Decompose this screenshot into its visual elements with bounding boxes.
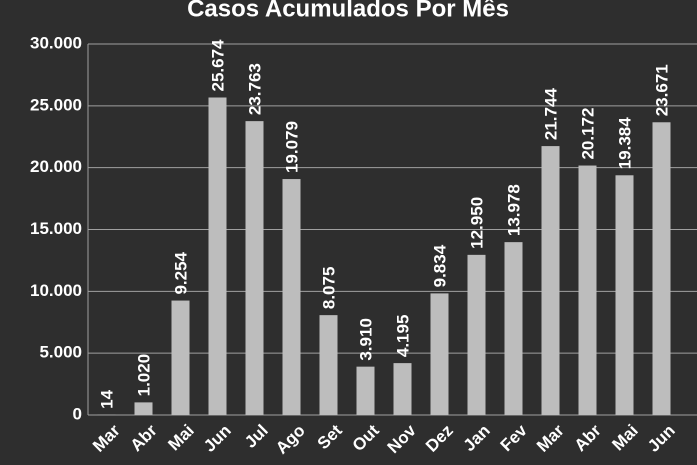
bar (578, 165, 597, 415)
value-label: 21.744 (542, 88, 561, 141)
bar (319, 315, 338, 415)
value-label: 19.079 (283, 121, 302, 173)
y-tick-label: 20.000 (30, 157, 82, 176)
value-label: 1.020 (135, 354, 154, 397)
bar (282, 179, 301, 415)
y-tick-label: 5.000 (39, 343, 82, 362)
value-label: 9.834 (431, 244, 450, 287)
y-tick-label: 25.000 (30, 95, 82, 114)
value-label: 9.254 (172, 251, 191, 294)
value-label: 13.978 (505, 184, 524, 236)
value-label: 25.674 (209, 39, 228, 92)
y-tick-label: 15.000 (30, 219, 82, 238)
bar (393, 363, 412, 415)
bar (615, 175, 634, 415)
bar (541, 146, 560, 416)
bar (134, 402, 153, 415)
chart-title: Casos Acumulados Por Mês (187, 0, 509, 22)
bar (430, 293, 449, 415)
y-tick-label: 10.000 (30, 281, 82, 300)
bar (171, 300, 190, 415)
bar (208, 97, 227, 415)
bar (652, 122, 671, 416)
y-tick-label: 30.000 (30, 33, 82, 52)
value-label: 4.195 (394, 315, 413, 358)
value-label: 19.384 (616, 117, 635, 170)
value-label: 14 (98, 389, 117, 408)
value-label: 3.910 (357, 318, 376, 361)
bar (467, 254, 486, 415)
value-label: 23.671 (653, 64, 672, 116)
value-label: 20.172 (579, 108, 598, 160)
bar (356, 366, 375, 415)
value-label: 8.075 (320, 267, 339, 310)
bar (504, 242, 523, 415)
bar (245, 121, 264, 416)
value-label: 12.950 (468, 197, 487, 249)
value-label: 23.763 (246, 63, 265, 115)
y-tick-label: 0 (73, 404, 82, 423)
